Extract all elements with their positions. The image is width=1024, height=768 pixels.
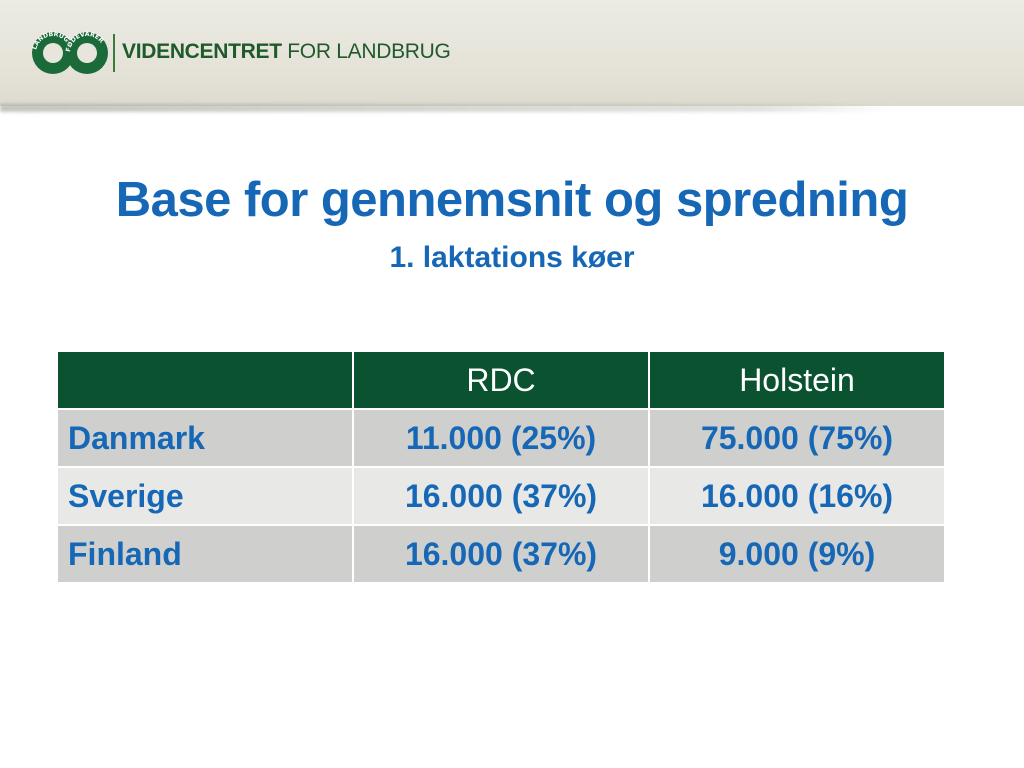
row-rdc-value: 11.000 (25%) (352, 408, 650, 468)
data-table: RDC Holstein Danmark 11.000 (25%) 75.000… (56, 350, 946, 584)
table-row: Finland 16.000 (37%) 9.000 (9%) (56, 524, 946, 584)
row-country: Sverige (56, 466, 354, 526)
slide-subtitle: 1. laktations køer (389, 241, 635, 274)
header-shadow (0, 104, 890, 112)
brand-name-bold: VIDENCENTRET (122, 40, 282, 63)
slide-title: Base for gennemsnit og spredning (115, 173, 909, 227)
header-band (0, 0, 1024, 106)
row-rdc-value: 16.000 (37%) (352, 466, 650, 526)
row-holstein-value: 16.000 (16%) (648, 466, 946, 526)
landbrug-foedevarer-logo-icon: LANDBRUG FØDEVARER (31, 31, 108, 74)
logo-divider (113, 34, 115, 72)
table-header-row: RDC Holstein (56, 350, 946, 410)
table-row: Sverige 16.000 (37%) 16.000 (16%) (56, 466, 946, 526)
row-holstein-value: 75.000 (75%) (648, 408, 946, 468)
column-header-rdc: RDC (352, 350, 650, 410)
brand-name: VIDENCENTRET FOR LANDBRUG (122, 40, 451, 64)
row-country: Danmark (56, 408, 354, 468)
row-holstein-value: 9.000 (9%) (648, 524, 946, 584)
table-row: Danmark 11.000 (25%) 75.000 (75%) (56, 408, 946, 468)
column-header-empty (56, 350, 354, 410)
row-rdc-value: 16.000 (37%) (352, 524, 650, 584)
brand-name-regular: FOR LANDBRUG (281, 40, 451, 63)
row-country: Finland (56, 524, 354, 584)
column-header-holstein: Holstein (648, 350, 946, 410)
